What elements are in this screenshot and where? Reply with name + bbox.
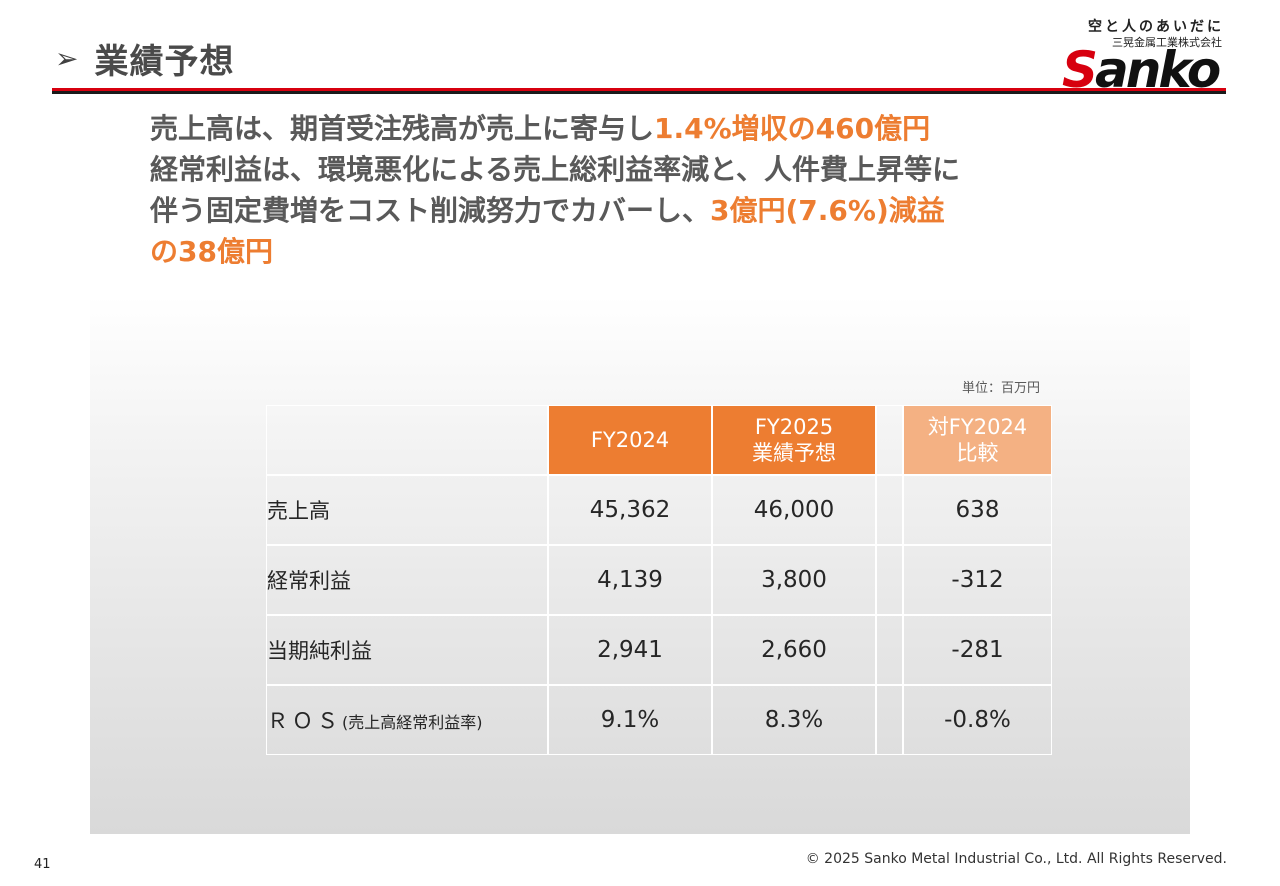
- unit-label: 単位：百万円: [962, 381, 1041, 396]
- row-label-net-income: 当期純利益: [266, 615, 548, 685]
- cell-fy2024: 45,362: [548, 475, 712, 545]
- page-title-row: ➢ 業績予想: [55, 34, 234, 83]
- header-blank-cell: [266, 405, 548, 475]
- headline-line-1: 売上高は、期首受注残高が売上に寄与し1.4%増収の460億円: [150, 112, 931, 145]
- cell-fy2025: 46,000: [712, 475, 876, 545]
- cell-fy2024: 4,139: [548, 545, 712, 615]
- headline-highlight-profit: 3億円(7.6%)減益: [710, 194, 945, 227]
- logo-tagline: 空と人のあいだに: [1088, 19, 1224, 35]
- table-row: 売上高 45,362 46,000 638: [266, 475, 1052, 545]
- header-fy2024: FY2024: [548, 405, 712, 475]
- cell-fy2025: 2,660: [712, 615, 876, 685]
- headline-line-4: の38億円: [150, 235, 273, 268]
- gap-cell: [876, 685, 903, 755]
- copyright-notice: © 2025 Sanko Metal Industrial Co., Ltd. …: [805, 851, 1227, 867]
- gap-cell: [876, 615, 903, 685]
- table-header-row: FY2024 FY2025 業績予想 対FY2024 比較: [266, 405, 1052, 475]
- header-fy2025-forecast: FY2025 業績予想: [712, 405, 876, 475]
- table-row: ＲＯＳ(売上高経常利益率) 9.1% 8.3% -0.8%: [266, 685, 1052, 755]
- sanko-logo: 空と人のあいだに 三晃金属工業株式会社 Sanko: [1062, 14, 1232, 99]
- row-label-ros: ＲＯＳ(売上高経常利益率): [266, 685, 548, 755]
- headline-summary: 売上高は、期首受注残高が売上に寄与し1.4%増収の460億円 経常利益は、環境悪…: [150, 108, 1130, 272]
- cell-fy2025: 8.3%: [712, 685, 876, 755]
- cell-fy2025: 3,800: [712, 545, 876, 615]
- headline-line-3: 伴う固定費増をコスト削減努力でカバーし、3億円(7.6%)減益: [150, 194, 945, 227]
- cell-comparison: -281: [903, 615, 1052, 685]
- table-row: 経常利益 4,139 3,800 -312: [266, 545, 1052, 615]
- row-label-ordinary-profit: 経常利益: [266, 545, 548, 615]
- forecast-table: FY2024 FY2025 業績予想 対FY2024 比較 売上高 45,362 4…: [266, 405, 1052, 755]
- header-gap-cell: [876, 405, 903, 475]
- arrow-bullet-icon: ➢: [55, 42, 79, 75]
- page-number: 41: [34, 857, 51, 872]
- header-vs-fy2024: 対FY2024 比較: [903, 405, 1052, 475]
- headline-line-2: 経常利益は、環境悪化による売上総利益率減と、人件費上昇等に: [150, 153, 961, 186]
- gap-cell: [876, 475, 903, 545]
- logo-wordmark: Sanko: [1062, 41, 1221, 99]
- title-divider: [52, 88, 1226, 94]
- cell-comparison: -0.8%: [903, 685, 1052, 755]
- cell-fy2024: 2,941: [548, 615, 712, 685]
- row-label-sales: 売上高: [266, 475, 548, 545]
- page-title: 業績予想: [94, 42, 235, 82]
- cell-comparison: 638: [903, 475, 1052, 545]
- table-panel-background: [90, 296, 1190, 834]
- cell-comparison: -312: [903, 545, 1052, 615]
- cell-fy2024: 9.1%: [548, 685, 712, 755]
- table-row: 当期純利益 2,941 2,660 -281: [266, 615, 1052, 685]
- headline-highlight-sales: 1.4%増収の460億円: [654, 112, 931, 145]
- gap-cell: [876, 545, 903, 615]
- logo-company-name: 三晃金属工業株式会社: [1112, 36, 1222, 49]
